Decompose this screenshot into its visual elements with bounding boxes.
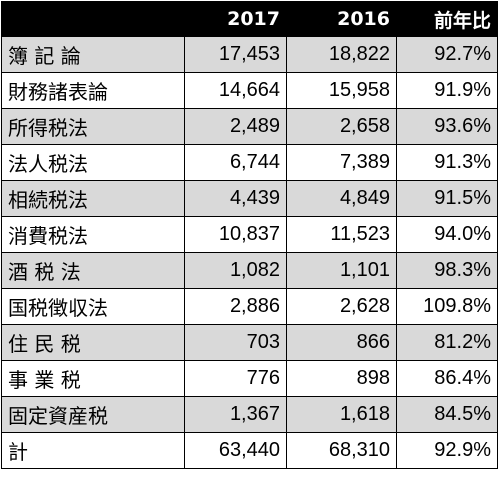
subject-cell: 法人税法: [1, 144, 185, 181]
ratio-cell: 94.0%: [396, 216, 498, 253]
table-row: 住 民 税 703 866 81.2%: [1, 324, 498, 361]
ratio-cell: 93.6%: [396, 108, 498, 145]
value-2016-cell: 18,822: [286, 36, 397, 73]
ratio-cell: 109.8%: [396, 288, 498, 325]
total-label-cell: 計: [1, 432, 185, 469]
exam-applicants-table-container: 2017 2016 前年比 簿 記 論 17,453 18,822 92.7% …: [1, 1, 498, 469]
table-row: 酒 税 法 1,082 1,101 98.3%: [1, 252, 498, 289]
table-row: 固定資産税 1,367 1,618 84.5%: [1, 396, 498, 433]
value-2017-cell: 6,744: [184, 144, 287, 181]
ratio-cell: 81.2%: [396, 324, 498, 361]
header-2017: 2017: [184, 1, 287, 37]
value-2017-cell: 4,439: [184, 180, 287, 217]
total-2017-cell: 63,440: [184, 432, 287, 469]
total-row: 計 63,440 68,310 92.9%: [1, 432, 498, 469]
value-2017-cell: 1,082: [184, 252, 287, 289]
subject-cell: 相続税法: [1, 180, 185, 217]
subject-cell: 住 民 税: [1, 324, 185, 361]
table-row: 事 業 税 776 898 86.4%: [1, 360, 498, 397]
value-2017-cell: 2,886: [184, 288, 287, 325]
value-2016-cell: 2,628: [286, 288, 397, 325]
exam-applicants-table: 2017 2016 前年比 簿 記 論 17,453 18,822 92.7% …: [1, 1, 498, 469]
subject-cell: 国税徴収法: [1, 288, 185, 325]
value-2017-cell: 14,664: [184, 72, 287, 109]
table-row: 法人税法 6,744 7,389 91.3%: [1, 144, 498, 181]
header-subject: [1, 1, 185, 37]
ratio-cell: 91.9%: [396, 72, 498, 109]
table-row: 財務諸表論 14,664 15,958 91.9%: [1, 72, 498, 109]
table-row: 相続税法 4,439 4,849 91.5%: [1, 180, 498, 217]
subject-cell: 所得税法: [1, 108, 185, 145]
table-row: 国税徴収法 2,886 2,628 109.8%: [1, 288, 498, 325]
table-header: 2017 2016 前年比: [1, 1, 498, 37]
total-2016-cell: 68,310: [286, 432, 397, 469]
table-row: 簿 記 論 17,453 18,822 92.7%: [1, 36, 498, 73]
value-2016-cell: 1,101: [286, 252, 397, 289]
ratio-cell: 92.7%: [396, 36, 498, 73]
value-2017-cell: 1,367: [184, 396, 287, 433]
subject-cell: 財務諸表論: [1, 72, 185, 109]
value-2017-cell: 17,453: [184, 36, 287, 73]
subject-cell: 固定資産税: [1, 396, 185, 433]
value-2016-cell: 7,389: [286, 144, 397, 181]
value-2016-cell: 2,658: [286, 108, 397, 145]
subject-cell: 簿 記 論: [1, 36, 185, 73]
value-2017-cell: 10,837: [184, 216, 287, 253]
ratio-cell: 91.3%: [396, 144, 498, 181]
total-ratio-cell: 92.9%: [396, 432, 498, 469]
ratio-cell: 84.5%: [396, 396, 498, 433]
table-body: 簿 記 論 17,453 18,822 92.7% 財務諸表論 14,664 1…: [1, 36, 498, 469]
subject-cell: 酒 税 法: [1, 252, 185, 289]
value-2016-cell: 15,958: [286, 72, 397, 109]
subject-cell: 事 業 税: [1, 360, 185, 397]
value-2016-cell: 4,849: [286, 180, 397, 217]
ratio-cell: 98.3%: [396, 252, 498, 289]
value-2016-cell: 1,618: [286, 396, 397, 433]
value-2017-cell: 2,489: [184, 108, 287, 145]
value-2017-cell: 703: [184, 324, 287, 361]
value-2016-cell: 11,523: [286, 216, 397, 253]
value-2016-cell: 898: [286, 360, 397, 397]
header-yoy-ratio: 前年比: [396, 1, 498, 37]
ratio-cell: 91.5%: [396, 180, 498, 217]
value-2016-cell: 866: [286, 324, 397, 361]
subject-cell: 消費税法: [1, 216, 185, 253]
header-row: 2017 2016 前年比: [1, 1, 498, 37]
table-row: 消費税法 10,837 11,523 94.0%: [1, 216, 498, 253]
table-row: 所得税法 2,489 2,658 93.6%: [1, 108, 498, 145]
value-2017-cell: 776: [184, 360, 287, 397]
ratio-cell: 86.4%: [396, 360, 498, 397]
header-2016: 2016: [286, 1, 397, 37]
